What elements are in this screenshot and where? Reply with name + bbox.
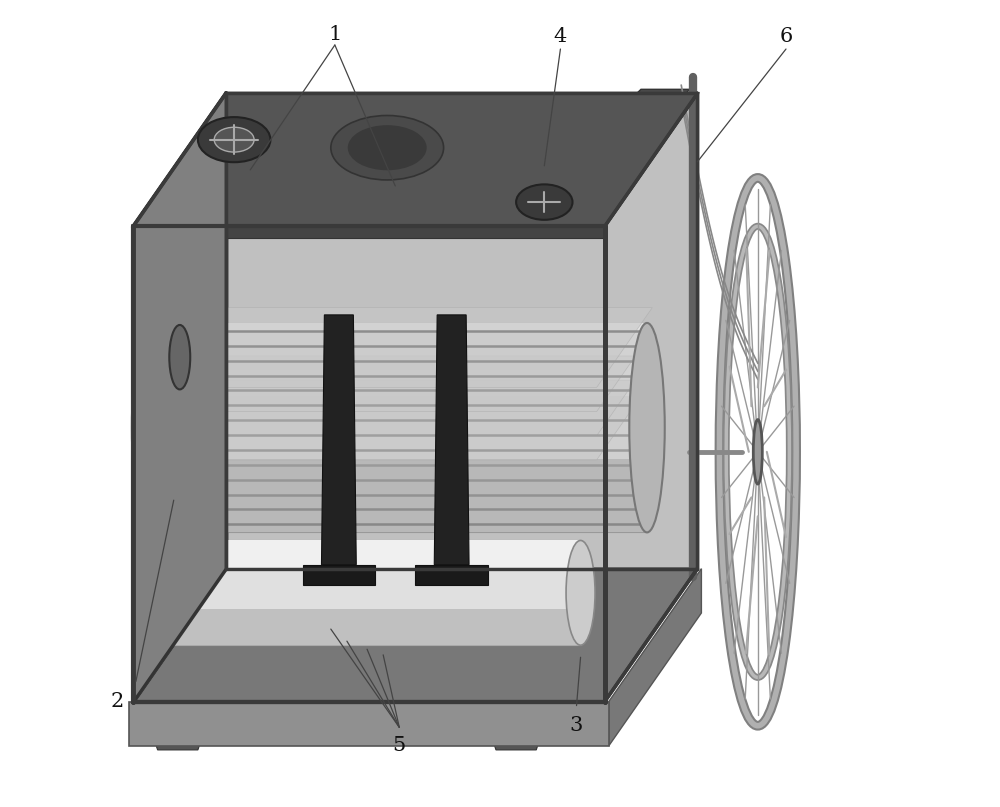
Ellipse shape: [198, 117, 270, 162]
Ellipse shape: [139, 541, 168, 645]
Polygon shape: [150, 323, 647, 533]
Polygon shape: [154, 356, 652, 436]
Polygon shape: [154, 541, 581, 572]
Ellipse shape: [169, 325, 190, 390]
Polygon shape: [129, 701, 609, 746]
Polygon shape: [150, 323, 647, 396]
Polygon shape: [303, 565, 375, 585]
Text: 4: 4: [554, 27, 567, 47]
Polygon shape: [133, 226, 605, 238]
Text: 3: 3: [570, 717, 583, 735]
Ellipse shape: [629, 323, 665, 533]
Polygon shape: [492, 738, 540, 750]
Text: 5: 5: [393, 736, 406, 755]
Ellipse shape: [516, 184, 573, 220]
Text: 6: 6: [779, 27, 793, 47]
Ellipse shape: [348, 125, 427, 170]
Polygon shape: [321, 315, 356, 565]
Ellipse shape: [169, 325, 190, 390]
Text: 2: 2: [111, 692, 124, 711]
Polygon shape: [154, 608, 581, 645]
Ellipse shape: [198, 117, 270, 162]
Polygon shape: [150, 459, 647, 533]
Ellipse shape: [331, 115, 444, 180]
Polygon shape: [163, 701, 192, 738]
Polygon shape: [434, 315, 469, 565]
Polygon shape: [500, 90, 689, 226]
Polygon shape: [133, 94, 226, 701]
Polygon shape: [133, 94, 226, 701]
Polygon shape: [154, 541, 581, 645]
Polygon shape: [154, 738, 202, 750]
Polygon shape: [133, 569, 697, 701]
Polygon shape: [609, 569, 701, 746]
Ellipse shape: [753, 420, 762, 484]
Polygon shape: [226, 94, 697, 569]
Polygon shape: [415, 565, 488, 585]
Polygon shape: [137, 230, 601, 697]
Ellipse shape: [212, 126, 256, 153]
Polygon shape: [154, 332, 652, 412]
Ellipse shape: [516, 184, 573, 220]
Ellipse shape: [566, 541, 595, 645]
Polygon shape: [154, 380, 652, 460]
Polygon shape: [502, 701, 531, 738]
Polygon shape: [133, 94, 697, 226]
Ellipse shape: [214, 128, 254, 152]
Ellipse shape: [132, 323, 167, 533]
Polygon shape: [154, 307, 652, 387]
Polygon shape: [594, 569, 623, 605]
Text: 1: 1: [328, 25, 342, 44]
Polygon shape: [256, 569, 285, 605]
Ellipse shape: [331, 115, 444, 180]
Polygon shape: [133, 94, 697, 226]
Ellipse shape: [348, 125, 427, 170]
